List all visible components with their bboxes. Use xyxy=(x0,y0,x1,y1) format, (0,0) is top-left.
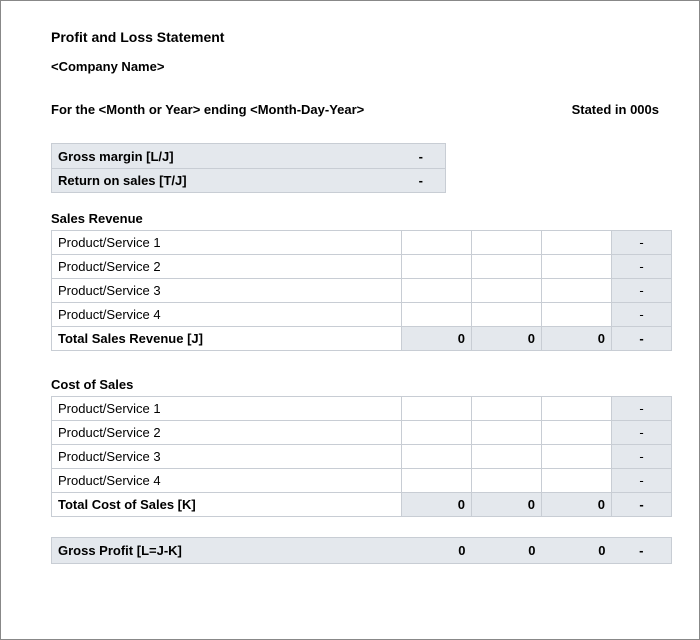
cell: 0 xyxy=(472,493,542,517)
cell xyxy=(542,231,612,255)
cell xyxy=(402,445,472,469)
cell: 0 xyxy=(472,538,542,564)
cell: 0 xyxy=(402,327,472,351)
return-on-sales-value: - xyxy=(399,173,439,188)
table-row: Product/Service 4 - xyxy=(52,303,672,327)
row-label: Product/Service 2 xyxy=(52,255,402,279)
cell: - xyxy=(612,397,672,421)
gross-profit-label: Gross Profit [L=J-K] xyxy=(52,538,402,564)
row-label: Product/Service 4 xyxy=(52,469,402,493)
cost-of-sales-title: Cost of Sales xyxy=(51,377,659,392)
cell: 0 xyxy=(402,538,472,564)
cell: 0 xyxy=(542,493,612,517)
cell: - xyxy=(612,493,672,517)
cell xyxy=(542,255,612,279)
table-row: Product/Service 1 - xyxy=(52,231,672,255)
company-name: <Company Name> xyxy=(51,59,659,74)
cell: 0 xyxy=(542,538,612,564)
stated-in-text: Stated in 000s xyxy=(572,102,659,117)
cost-of-sales-table: Product/Service 1 - Product/Service 2 - … xyxy=(51,396,672,517)
cell xyxy=(542,469,612,493)
gross-profit-row: Gross Profit [L=J-K] 0 0 0 - xyxy=(52,538,672,564)
row-label: Product/Service 1 xyxy=(52,231,402,255)
cell xyxy=(402,231,472,255)
cell xyxy=(542,421,612,445)
cell xyxy=(542,397,612,421)
cell xyxy=(542,445,612,469)
cell xyxy=(402,279,472,303)
table-row: Product/Service 4 - xyxy=(52,469,672,493)
row-label: Product/Service 2 xyxy=(52,421,402,445)
metrics-box: Gross margin [L/J] - Return on sales [T/… xyxy=(51,143,446,193)
cell xyxy=(472,421,542,445)
cell xyxy=(402,255,472,279)
cell xyxy=(402,469,472,493)
cell xyxy=(402,303,472,327)
cell xyxy=(472,303,542,327)
cell: - xyxy=(612,469,672,493)
table-row: Product/Service 3 - xyxy=(52,445,672,469)
total-row: Total Cost of Sales [K] 0 0 0 - xyxy=(52,493,672,517)
table-row: Product/Service 2 - xyxy=(52,421,672,445)
cell: - xyxy=(612,255,672,279)
cell xyxy=(472,469,542,493)
row-label: Product/Service 3 xyxy=(52,279,402,303)
row-label: Product/Service 1 xyxy=(52,397,402,421)
total-row: Total Sales Revenue [J] 0 0 0 - xyxy=(52,327,672,351)
cell: - xyxy=(612,231,672,255)
cell: - xyxy=(612,303,672,327)
table-row: Product/Service 3 - xyxy=(52,279,672,303)
gross-margin-label: Gross margin [L/J] xyxy=(58,149,399,164)
row-label: Product/Service 4 xyxy=(52,303,402,327)
return-on-sales-row: Return on sales [T/J] - xyxy=(52,168,445,192)
cell xyxy=(472,279,542,303)
gross-margin-value: - xyxy=(399,149,439,164)
row-label: Product/Service 3 xyxy=(52,445,402,469)
cell: 0 xyxy=(542,327,612,351)
sales-revenue-table: Product/Service 1 - Product/Service 2 - … xyxy=(51,230,672,351)
page: Profit and Loss Statement <Company Name>… xyxy=(0,0,700,640)
cell: - xyxy=(612,445,672,469)
period-text: For the <Month or Year> ending <Month-Da… xyxy=(51,102,364,117)
total-label: Total Cost of Sales [K] xyxy=(52,493,402,517)
cell xyxy=(472,231,542,255)
return-on-sales-label: Return on sales [T/J] xyxy=(58,173,399,188)
cell xyxy=(472,397,542,421)
cell xyxy=(472,255,542,279)
table-row: Product/Service 1 - xyxy=(52,397,672,421)
total-label: Total Sales Revenue [J] xyxy=(52,327,402,351)
gross-profit-section: Gross Profit [L=J-K] 0 0 0 - xyxy=(51,537,659,564)
period-row: For the <Month or Year> ending <Month-Da… xyxy=(51,102,659,117)
table-row: Product/Service 2 - xyxy=(52,255,672,279)
cell: 0 xyxy=(472,327,542,351)
cell: - xyxy=(612,327,672,351)
cell: 0 xyxy=(402,493,472,517)
cell: - xyxy=(612,421,672,445)
cell xyxy=(542,303,612,327)
statement-title: Profit and Loss Statement xyxy=(51,29,659,45)
cell xyxy=(402,421,472,445)
cell: - xyxy=(612,538,672,564)
gross-profit-table: Gross Profit [L=J-K] 0 0 0 - xyxy=(51,537,672,564)
cell: - xyxy=(612,279,672,303)
sales-revenue-title: Sales Revenue xyxy=(51,211,659,226)
cell xyxy=(472,445,542,469)
gross-margin-row: Gross margin [L/J] - xyxy=(52,144,445,168)
cell xyxy=(542,279,612,303)
cell xyxy=(402,397,472,421)
